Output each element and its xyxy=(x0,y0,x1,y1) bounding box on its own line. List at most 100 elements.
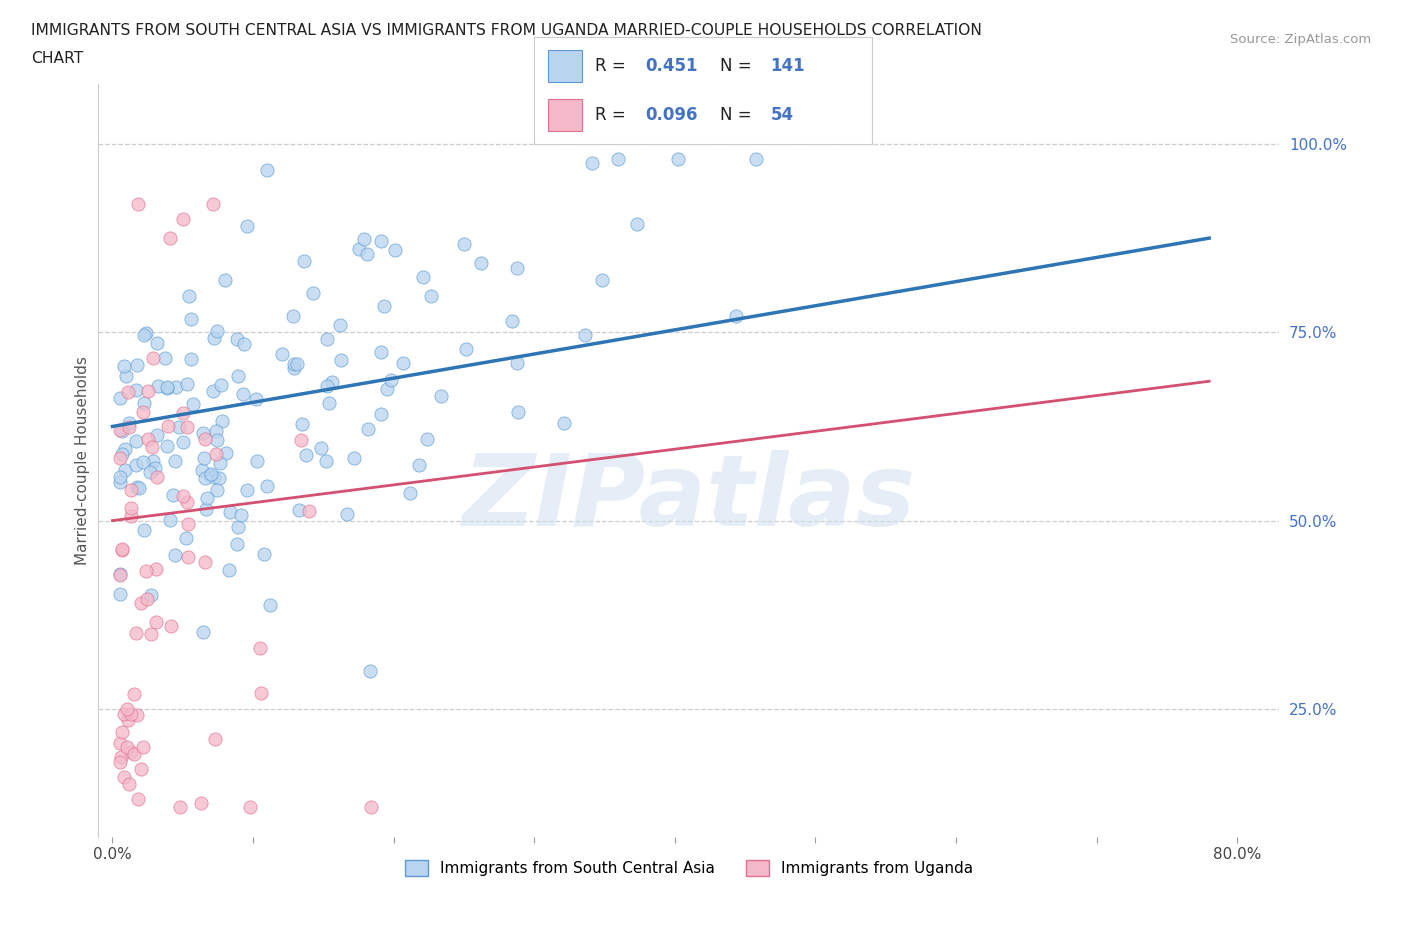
Point xyxy=(145,336,167,351)
Point xyxy=(226,332,249,347)
Point xyxy=(117,384,139,399)
Point xyxy=(138,383,160,398)
Point xyxy=(375,382,398,397)
Point xyxy=(108,470,131,485)
Point xyxy=(159,618,181,633)
Point xyxy=(112,358,135,373)
Point xyxy=(176,419,198,434)
Point xyxy=(370,233,392,248)
Point xyxy=(214,272,236,287)
Point xyxy=(163,548,186,563)
Point xyxy=(180,312,202,326)
Point xyxy=(408,458,430,472)
Point xyxy=(156,439,179,454)
Point xyxy=(167,420,190,435)
Point xyxy=(129,762,152,777)
Point xyxy=(195,490,218,505)
Point xyxy=(309,441,332,456)
Point xyxy=(202,197,225,212)
Point xyxy=(226,368,249,383)
Point xyxy=(290,432,312,447)
Point xyxy=(329,317,352,332)
Point xyxy=(180,352,202,366)
Text: IMMIGRANTS FROM SOUTH CENTRAL ASIA VS IMMIGRANTS FROM UGANDA MARRIED-COUPLE HOUS: IMMIGRANTS FROM SOUTH CENTRAL ASIA VS IM… xyxy=(31,23,981,38)
Point xyxy=(321,375,343,390)
Point xyxy=(553,416,575,431)
Point xyxy=(318,395,340,410)
Point xyxy=(416,432,439,446)
Point xyxy=(205,483,228,498)
Text: R =: R = xyxy=(595,57,626,75)
Point xyxy=(141,440,163,455)
Point xyxy=(283,357,305,372)
Point xyxy=(136,432,159,446)
Point xyxy=(108,754,131,769)
Point xyxy=(429,389,451,404)
Point xyxy=(356,246,378,261)
Point xyxy=(111,543,134,558)
Legend: Immigrants from South Central Asia, Immigrants from Uganda: Immigrants from South Central Asia, Immi… xyxy=(399,854,979,882)
Point xyxy=(229,508,252,523)
Text: R =: R = xyxy=(595,106,626,125)
Point xyxy=(114,463,136,478)
Point xyxy=(218,563,240,578)
Point xyxy=(506,355,529,370)
Point xyxy=(204,446,226,461)
Point xyxy=(155,379,177,394)
Point xyxy=(207,432,229,447)
Point xyxy=(591,273,613,288)
Point xyxy=(249,640,271,655)
Point xyxy=(211,414,233,429)
Point xyxy=(295,447,318,462)
Point xyxy=(330,352,353,367)
Point xyxy=(111,541,134,556)
Point xyxy=(139,627,162,642)
Point xyxy=(179,289,201,304)
Point xyxy=(120,500,142,515)
Point xyxy=(253,546,276,561)
Point xyxy=(256,163,278,178)
Point xyxy=(292,254,315,269)
Point xyxy=(209,378,232,392)
Point xyxy=(191,625,214,640)
Point xyxy=(370,344,392,359)
Point xyxy=(118,416,141,431)
Point xyxy=(194,554,217,569)
Point xyxy=(132,454,155,469)
Point xyxy=(226,519,249,534)
Point xyxy=(159,512,181,527)
Point xyxy=(236,219,259,234)
Point xyxy=(111,423,134,438)
Point xyxy=(232,386,254,401)
Point xyxy=(283,309,305,324)
Point xyxy=(135,564,157,578)
Point xyxy=(283,360,305,375)
Text: 54: 54 xyxy=(770,106,793,125)
Point xyxy=(256,478,278,493)
Point xyxy=(245,392,267,406)
Point xyxy=(194,471,217,485)
Point xyxy=(302,286,325,300)
Point xyxy=(360,800,382,815)
Point xyxy=(239,800,262,815)
Text: CHART: CHART xyxy=(31,51,83,66)
Point xyxy=(470,255,492,270)
Point xyxy=(132,523,155,538)
Point xyxy=(115,739,138,754)
Point xyxy=(353,232,375,246)
Point xyxy=(172,212,194,227)
Point xyxy=(193,450,215,465)
Text: Source: ZipAtlas.com: Source: ZipAtlas.com xyxy=(1230,33,1371,46)
Point xyxy=(115,368,138,383)
Point xyxy=(108,586,131,601)
Point xyxy=(108,474,131,489)
Point xyxy=(666,152,689,166)
Text: N =: N = xyxy=(720,106,751,125)
Point xyxy=(108,568,131,583)
Point xyxy=(207,324,229,339)
FancyBboxPatch shape xyxy=(548,50,582,82)
Point xyxy=(145,427,167,442)
Point xyxy=(125,458,148,472)
Point xyxy=(209,456,232,471)
Point xyxy=(259,597,281,612)
